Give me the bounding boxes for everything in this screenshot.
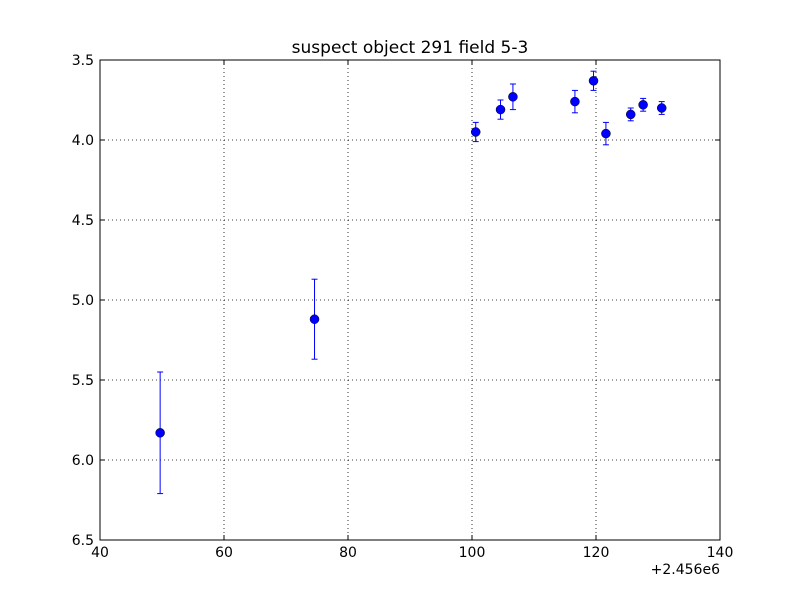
data-point [625,109,636,120]
x-tick-labels: 40 60 80 100 120 140 [91,545,733,561]
x-tick-label: 100 [459,545,486,561]
y-tick-label: 5.5 [72,373,94,389]
y-tick-label: 3.5 [72,53,94,69]
chart-title: suspect object 291 field 5-3 [292,38,529,58]
data-point [309,314,320,324]
data-point [656,103,667,113]
ticks [99,59,721,541]
x-tick-label: 80 [339,545,357,561]
data-points [155,76,667,438]
x-tick-label: 140 [707,545,734,561]
x-tick-label: 120 [583,545,610,561]
data-point [155,428,165,438]
data-point [495,104,506,115]
data-point [470,127,481,137]
y-tick-labels: 3.5 4.0 4.5 5.0 5.5 6.0 6.5 [72,53,94,549]
y-tick-label: 4.0 [72,133,94,149]
data-point [638,100,648,110]
x-tick-label: 60 [215,545,233,561]
y-tick-label: 6.5 [72,533,94,549]
data-point [508,92,518,102]
data-point [570,96,580,107]
grid [100,60,720,540]
data-point [588,76,599,86]
x-axis-offset-label: +2.456e6 [651,562,720,578]
data-point [601,128,611,139]
y-tick-label: 5.0 [72,293,94,309]
y-tick-label: 6.0 [72,453,94,469]
x-tick-label: 40 [91,545,109,561]
y-tick-label: 4.5 [72,213,94,229]
